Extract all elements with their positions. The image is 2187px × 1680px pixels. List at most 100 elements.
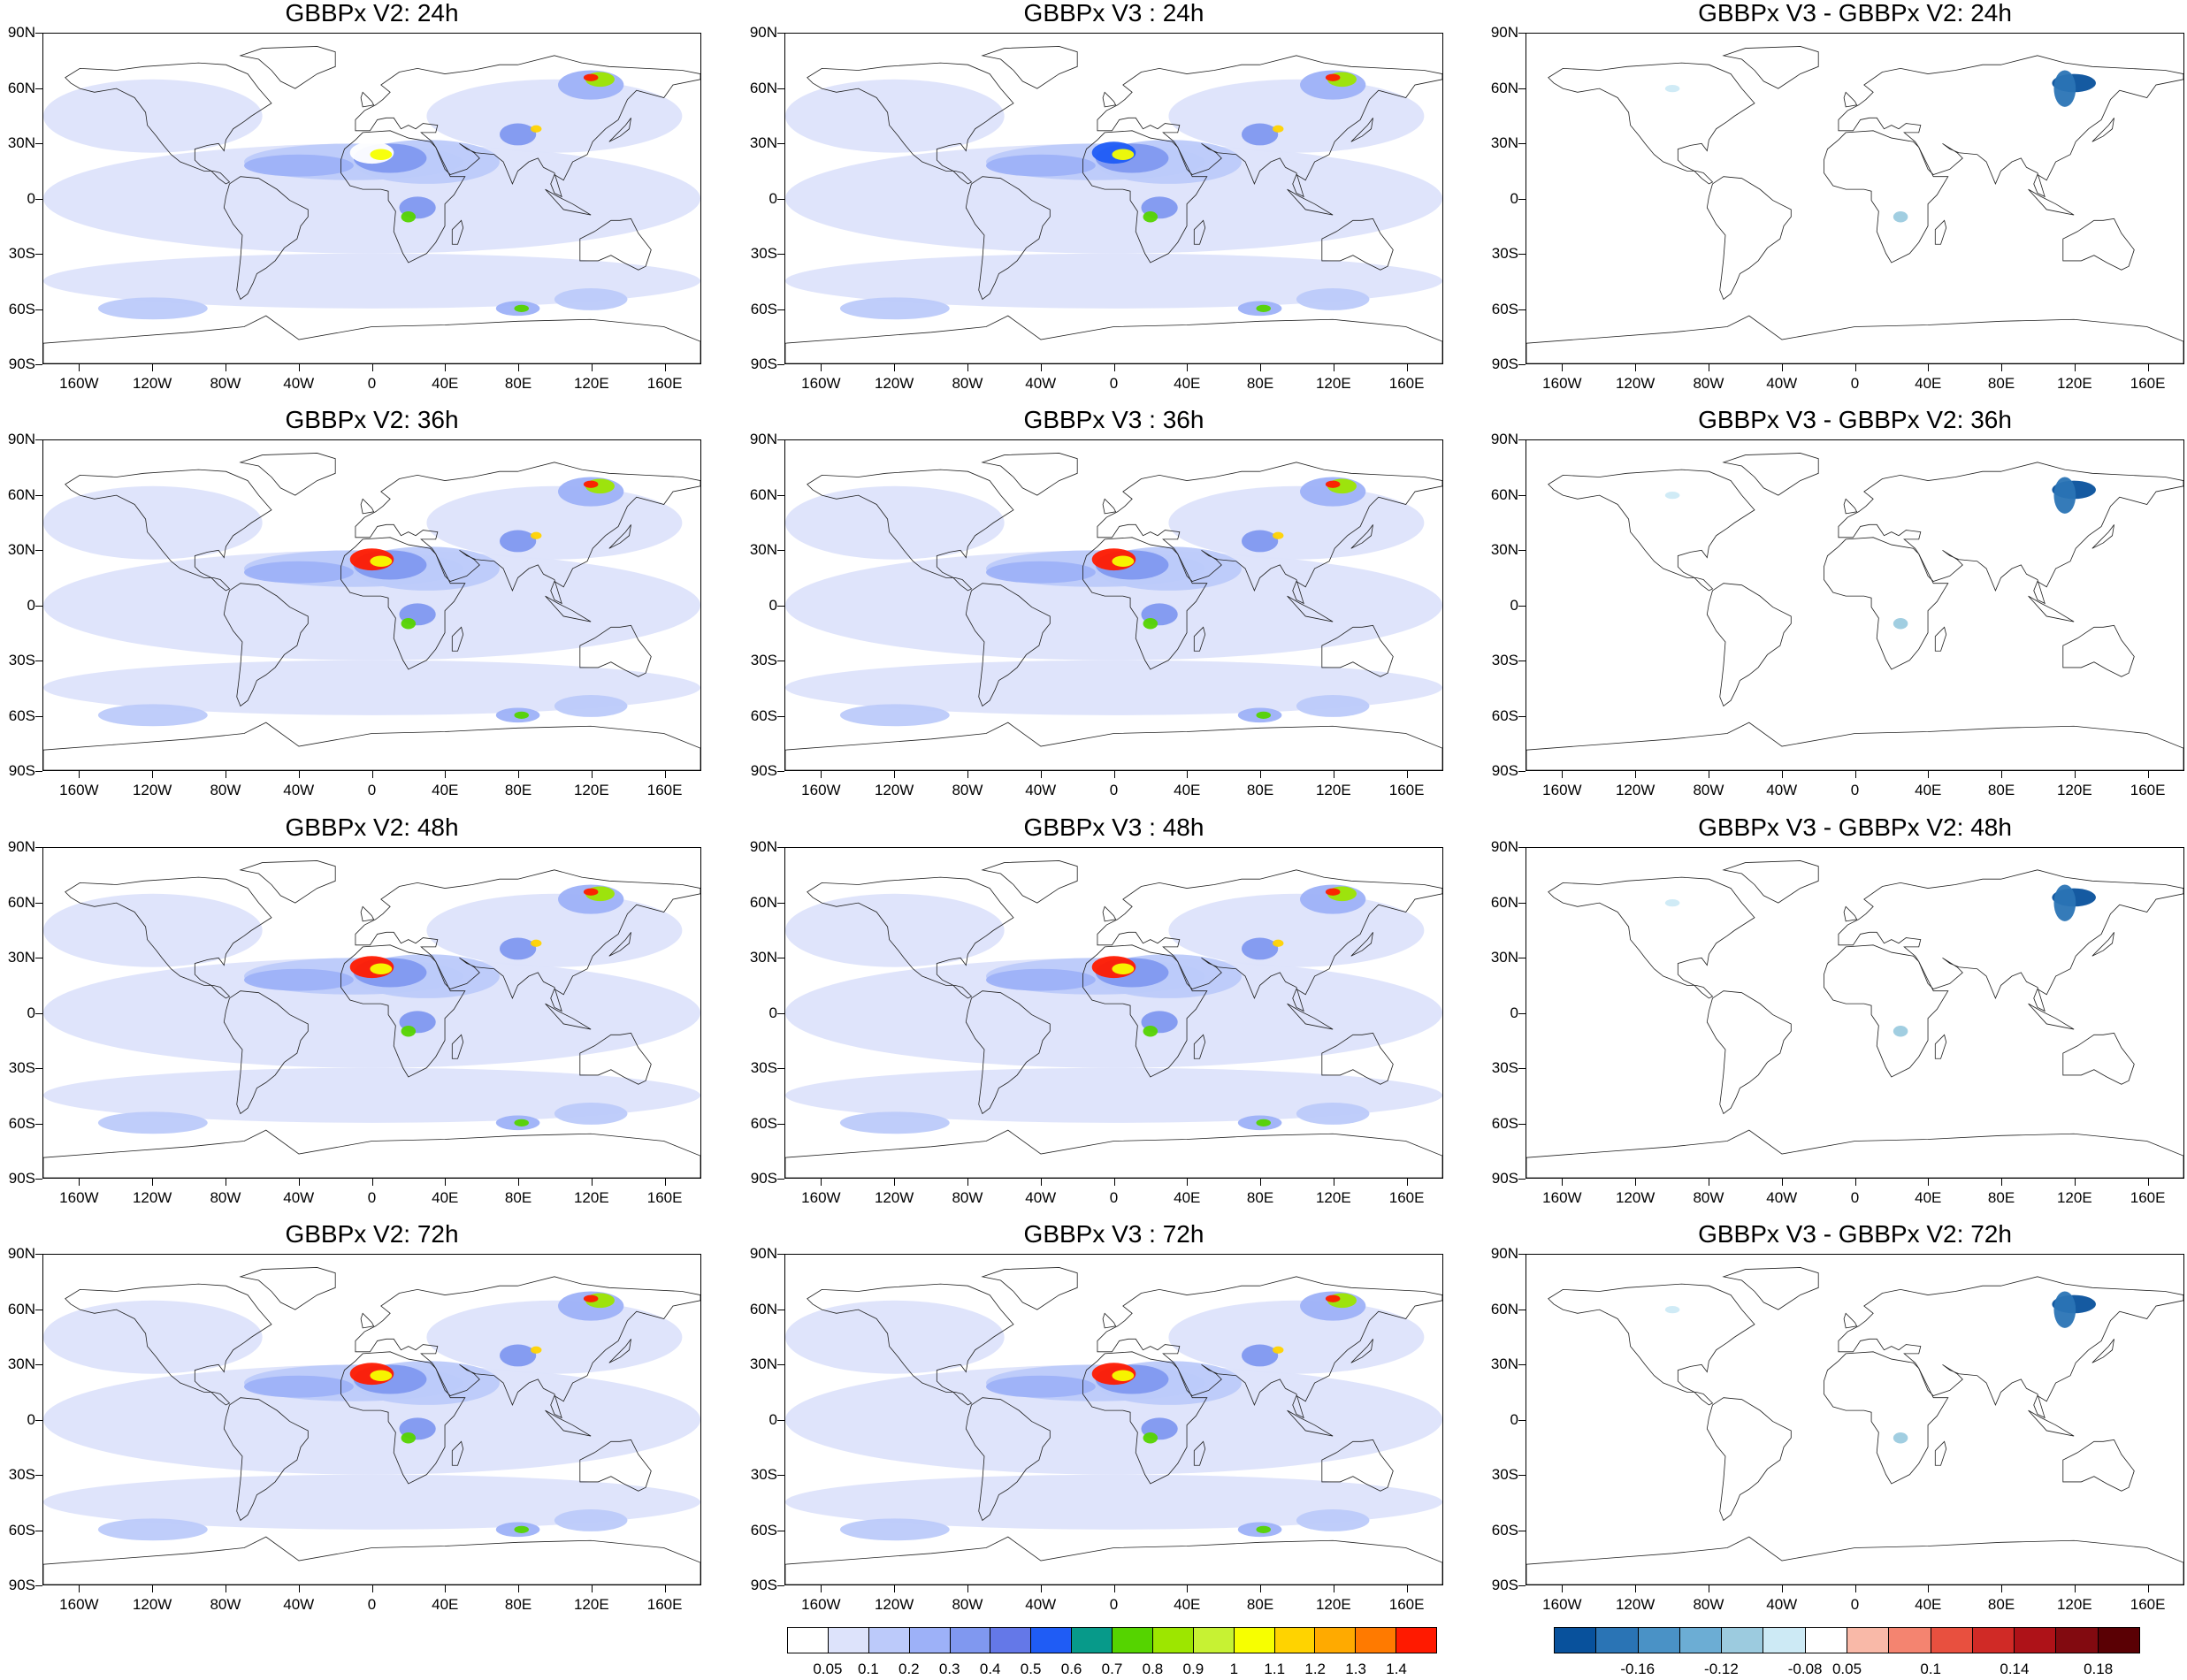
coastline-australia bbox=[2062, 218, 2135, 271]
lon-label: 0 bbox=[367, 1189, 377, 1206]
coastline-japan bbox=[1350, 118, 1373, 142]
lat-label: 60S bbox=[1491, 300, 1518, 317]
lat-tick bbox=[777, 494, 784, 496]
lon-label: 40E bbox=[432, 375, 459, 392]
lat-tick bbox=[1518, 1179, 1526, 1180]
lat-tick bbox=[35, 143, 42, 144]
coastline-eurasia bbox=[1097, 55, 1442, 198]
coastline-africa bbox=[1082, 130, 1208, 263]
colorbar-swatch bbox=[1889, 1628, 1931, 1653]
lat-label: 90N bbox=[7, 24, 35, 41]
lon-tick bbox=[371, 364, 373, 371]
coastline-australia bbox=[579, 1032, 652, 1085]
lat-tick bbox=[35, 1364, 42, 1365]
lon-label: 40E bbox=[1915, 1596, 1942, 1613]
lat-tick bbox=[1518, 198, 1526, 200]
coastline-japan bbox=[2091, 932, 2114, 957]
lat-label: 90N bbox=[749, 24, 777, 41]
panel-title: GBBPx V3 : 72h bbox=[1023, 1220, 1204, 1248]
lon-tick bbox=[298, 771, 300, 778]
map-canvas bbox=[1526, 860, 2183, 1178]
colorbar-swatch bbox=[990, 1628, 1032, 1653]
lon-label: 80W bbox=[1693, 1596, 1724, 1613]
lon-label: 160W bbox=[59, 375, 99, 392]
lon-label: 120W bbox=[1615, 375, 1656, 392]
lon-label: 160W bbox=[59, 1596, 99, 1613]
lon-tick bbox=[1187, 1179, 1189, 1186]
lat-label: 30N bbox=[749, 134, 777, 151]
lat-label: 30S bbox=[8, 245, 35, 262]
coastline-indonesia bbox=[1287, 1003, 1334, 1030]
field-patch bbox=[785, 253, 1442, 309]
lat-label: 30S bbox=[1491, 1059, 1518, 1076]
lat-tick bbox=[35, 1585, 42, 1586]
field-patch bbox=[43, 79, 263, 153]
field-patch bbox=[97, 1518, 208, 1541]
coastline-uk bbox=[1843, 1312, 1858, 1329]
lat-tick bbox=[777, 771, 784, 772]
coastline-antarctica bbox=[785, 1129, 1442, 1178]
lat-label: 60S bbox=[1491, 1114, 1518, 1132]
lat-tick bbox=[35, 1254, 42, 1255]
coastlines bbox=[785, 1267, 1442, 1585]
lon-tick bbox=[664, 771, 666, 778]
lat-tick bbox=[777, 1475, 784, 1476]
lon-tick bbox=[894, 771, 896, 778]
colorbar-swatch bbox=[1972, 1628, 2015, 1653]
coastline-eurasia bbox=[1838, 1276, 2183, 1419]
lon-label: 120W bbox=[132, 782, 172, 798]
coastline-greenland bbox=[1722, 860, 1819, 904]
coastline-madagascar bbox=[1193, 1440, 1206, 1466]
lat-label: 30S bbox=[750, 245, 777, 262]
colorbar-concentration bbox=[787, 1627, 1437, 1653]
lon-tick bbox=[1040, 1585, 1042, 1592]
lon-tick bbox=[152, 364, 154, 371]
coastline-antarctica bbox=[1526, 1536, 2183, 1585]
lon-tick bbox=[1113, 1585, 1115, 1592]
lat-label: 30N bbox=[749, 1355, 777, 1372]
field-patch bbox=[514, 304, 529, 312]
lon-label: 80E bbox=[504, 1189, 532, 1206]
lon-tick bbox=[1928, 1179, 1930, 1186]
lon-label: 0 bbox=[1109, 782, 1119, 798]
lat-label: 0 bbox=[1510, 189, 1518, 207]
colorbar-label: 0.05 bbox=[813, 1661, 843, 1677]
coastline-eurasia bbox=[1838, 869, 2183, 1012]
coastline-indonesia bbox=[2028, 1003, 2075, 1030]
coastline-samerica bbox=[1706, 176, 1792, 301]
colorbar-swatch bbox=[788, 1628, 829, 1653]
lon-tick bbox=[518, 771, 520, 778]
lon-tick bbox=[1562, 1585, 1564, 1592]
field-patch bbox=[1143, 1432, 1158, 1444]
lat-tick bbox=[777, 1123, 784, 1125]
field-patch bbox=[785, 1474, 1442, 1530]
field-patch bbox=[986, 968, 1096, 991]
field-patch bbox=[1112, 1370, 1135, 1381]
field-patch bbox=[1893, 1432, 1908, 1444]
lat-label: 30N bbox=[7, 541, 35, 558]
map-canvas bbox=[785, 46, 1442, 363]
field-patch bbox=[583, 888, 599, 896]
coastlines bbox=[785, 860, 1442, 1178]
colorbar-label: 0.05 bbox=[1831, 1661, 1862, 1677]
coastline-uk bbox=[360, 498, 375, 515]
field-patch bbox=[1112, 963, 1135, 974]
map-canvas bbox=[785, 453, 1442, 770]
coastline-madagascar bbox=[451, 219, 464, 245]
lat-label: 30N bbox=[7, 949, 35, 966]
map-panel bbox=[42, 439, 701, 771]
coastline-namerica bbox=[807, 62, 1014, 185]
lon-label: 0 bbox=[367, 375, 377, 392]
coastline-africa bbox=[1824, 130, 1949, 263]
field-patch bbox=[401, 1432, 417, 1444]
lon-label: 120W bbox=[874, 1189, 914, 1206]
coastline-eurasia bbox=[355, 1276, 700, 1419]
colorbar-label: 0.8 bbox=[1142, 1661, 1164, 1677]
lat-tick bbox=[35, 847, 42, 848]
lon-label: 40E bbox=[432, 1596, 459, 1613]
coastlines bbox=[1526, 453, 2183, 770]
coastline-madagascar bbox=[451, 626, 464, 652]
field-patch bbox=[1664, 1306, 1680, 1314]
coastline-indonesia bbox=[2028, 1409, 2075, 1437]
field-patch bbox=[1143, 618, 1158, 630]
